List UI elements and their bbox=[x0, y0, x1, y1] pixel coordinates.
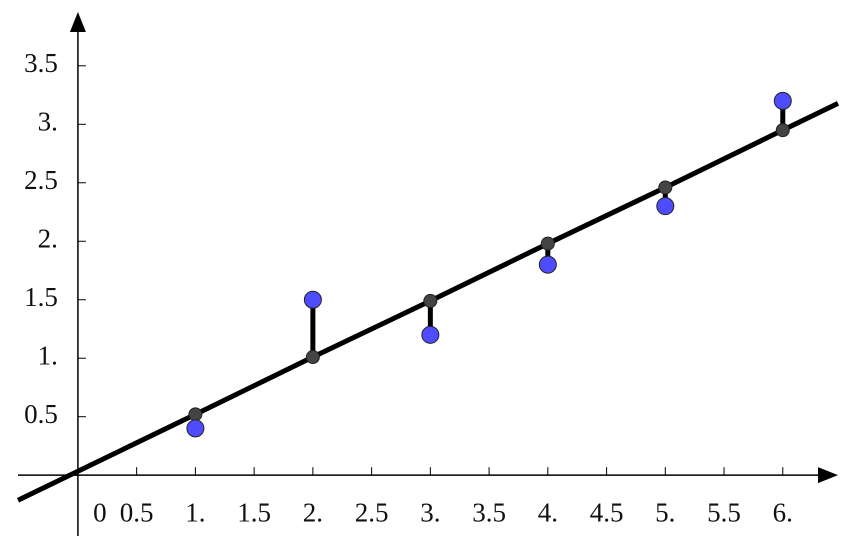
y-tick-label: 3.5 bbox=[24, 48, 58, 78]
x-tick-label: 2.5 bbox=[355, 497, 389, 527]
fit-line bbox=[194, 127, 784, 417]
fitted-point bbox=[305, 350, 320, 365]
fit-line-extension bbox=[781, 101, 840, 133]
y-tick-label: 2. bbox=[38, 223, 58, 253]
x-tick-label: 3. bbox=[420, 497, 440, 527]
observed-point bbox=[656, 197, 675, 216]
x-tick-label: 1. bbox=[185, 497, 205, 527]
y-tick-label: 2.5 bbox=[24, 165, 58, 195]
y-tick-label: 1. bbox=[38, 340, 58, 370]
y-tick-label: 1.5 bbox=[24, 282, 58, 312]
x-tick-label: 4. bbox=[538, 497, 558, 527]
observed-point bbox=[303, 290, 322, 309]
x-tick-label: 0 bbox=[93, 497, 107, 527]
x-tick-label: 2. bbox=[303, 497, 323, 527]
observed-point bbox=[421, 325, 440, 344]
y-tick-label: 0.5 bbox=[24, 399, 58, 429]
y-tick-label: 3. bbox=[38, 106, 58, 136]
x-axis-arrow bbox=[818, 467, 838, 484]
x-tick-label: 1.5 bbox=[237, 497, 271, 527]
observed-point bbox=[186, 419, 205, 438]
y-axis-arrow bbox=[69, 12, 86, 32]
x-tick-label: 4.5 bbox=[590, 497, 624, 527]
fit-line-extension bbox=[16, 412, 197, 503]
fitted-point bbox=[188, 407, 203, 422]
observed-point bbox=[773, 91, 792, 110]
fitted-point bbox=[423, 293, 438, 308]
x-tick-label: 3.5 bbox=[472, 497, 506, 527]
observed-point bbox=[538, 255, 557, 274]
fitted-point bbox=[540, 236, 555, 251]
x-tick-label: 0.5 bbox=[120, 497, 154, 527]
x-tick-label: 6. bbox=[773, 497, 793, 527]
x-tick-label: 5.5 bbox=[707, 497, 741, 527]
fitted-point bbox=[775, 123, 790, 138]
x-tick-label: 5. bbox=[655, 497, 675, 527]
fitted-point bbox=[658, 180, 673, 195]
